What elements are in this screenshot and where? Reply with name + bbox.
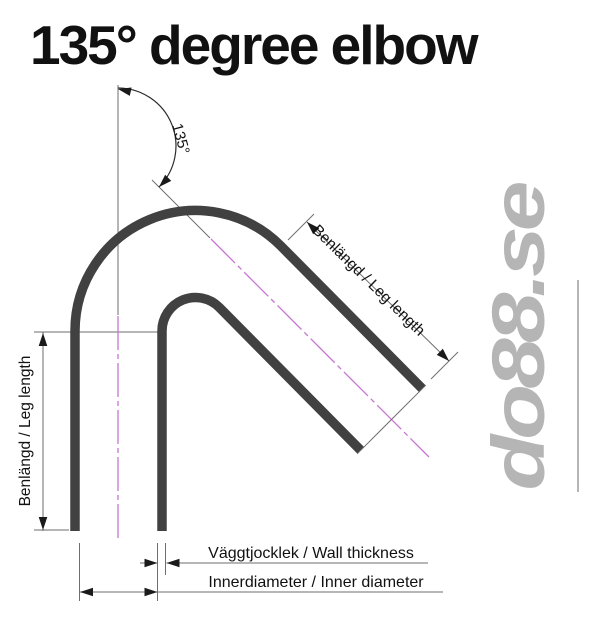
angle-arrowhead-top xyxy=(117,84,132,96)
extension-tick-end xyxy=(430,351,459,380)
angle-dimension: 135° xyxy=(117,84,193,191)
pipe-inner-wall xyxy=(157,292,365,531)
diagonal-centerline xyxy=(210,238,430,458)
arrowhead-right xyxy=(144,587,158,597)
bottom-extension-lines xyxy=(79,543,166,601)
arrowhead-left xyxy=(80,587,93,597)
watermark-logo-text: do88.se xyxy=(477,182,560,490)
page-title: 135° degree elbow xyxy=(30,14,479,76)
do88-watermark: do88.se xyxy=(477,182,579,492)
diagonal-leg-length-label: Benlängd / Leg length xyxy=(309,222,428,340)
inner-diameter-label: Innerdiameter / Inner diameter xyxy=(208,574,424,591)
wall-thickness-label: Väggtjocklek / Wall thickness xyxy=(208,545,414,562)
dimension-line xyxy=(306,221,450,362)
diagonal-leg-dimension: Benlängd / Leg length xyxy=(287,213,459,380)
centerlines xyxy=(117,238,430,538)
angle-arc xyxy=(117,87,177,188)
arrowhead-left xyxy=(144,558,158,568)
angle-arrowhead-bottom xyxy=(155,174,172,191)
arrowhead-top xyxy=(38,333,48,346)
inner-diameter-dimension: Innerdiameter / Inner diameter xyxy=(80,574,443,597)
angle-value-label: 135° xyxy=(168,122,192,156)
pipe-outer-wall xyxy=(70,205,426,531)
arrowhead-right xyxy=(166,558,180,568)
pipe-end-cap-line xyxy=(356,384,427,455)
elbow-pipe xyxy=(70,205,427,531)
arrowhead-bottom xyxy=(38,517,48,530)
vertical-leg-dimension: Benlängd / Leg length xyxy=(17,332,48,531)
extension-tick-start xyxy=(287,213,315,241)
vertical-leg-length-label: Benlängd / Leg length xyxy=(17,356,34,507)
wall-thickness-dimension: Väggtjocklek / Wall thickness xyxy=(140,545,428,568)
